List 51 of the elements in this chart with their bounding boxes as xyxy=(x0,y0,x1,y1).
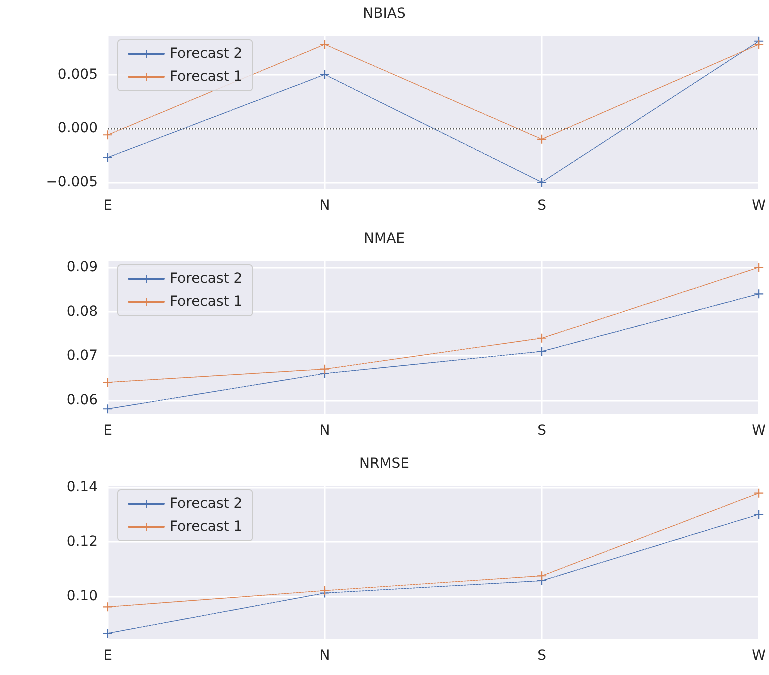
point xyxy=(538,347,547,356)
legend-label: Forecast 2 xyxy=(170,496,243,512)
y-tick-label: 0.005 xyxy=(58,66,98,83)
legend-label: Forecast 2 xyxy=(170,271,243,287)
y-tick-label: 0.06 xyxy=(66,392,98,408)
x-tick-label: S xyxy=(538,648,547,664)
point xyxy=(320,70,330,80)
point xyxy=(320,364,330,374)
point xyxy=(104,404,112,414)
y-tick-label: 0.12 xyxy=(66,534,98,550)
chart-title: NBIAS xyxy=(363,6,406,22)
point xyxy=(754,290,764,299)
point xyxy=(754,40,764,50)
point xyxy=(104,153,112,162)
point xyxy=(538,134,547,144)
x-tick-label: E xyxy=(104,198,112,214)
point xyxy=(754,263,764,272)
chart-title: NRMSE xyxy=(359,456,410,472)
point xyxy=(320,40,330,50)
x-tick-label: N xyxy=(320,423,330,439)
legend-label: Forecast 2 xyxy=(170,46,243,62)
x-tick-label: E xyxy=(104,423,112,439)
y-tick-label: 0.10 xyxy=(66,588,98,604)
x-tick-label: N xyxy=(320,648,330,664)
legend-label: Forecast 1 xyxy=(170,519,243,535)
x-tick-label: S xyxy=(538,423,547,439)
y-tick-label: 0.07 xyxy=(66,348,98,364)
y-tick-label: 0.000 xyxy=(58,120,98,137)
x-tick-label: W xyxy=(752,648,766,664)
x-tick-label: E xyxy=(104,648,112,664)
point xyxy=(538,572,547,581)
point xyxy=(320,586,330,596)
point xyxy=(104,602,112,612)
x-tick-label: S xyxy=(538,198,547,214)
y-tick-label: −0.005 xyxy=(46,174,98,191)
chart-title: NMAE xyxy=(364,231,405,247)
y-tick-label: 0.14 xyxy=(66,479,98,496)
legend-label: Forecast 1 xyxy=(170,294,243,310)
point xyxy=(754,488,764,498)
x-tick-label: W xyxy=(752,198,766,214)
y-tick-label: 0.08 xyxy=(66,304,98,320)
y-tick-label: 0.09 xyxy=(66,260,98,276)
point xyxy=(104,378,112,388)
legend-label: Forecast 1 xyxy=(170,69,243,85)
x-tick-label: N xyxy=(320,198,330,214)
point xyxy=(104,629,112,638)
x-tick-label: W xyxy=(752,423,766,439)
point xyxy=(754,510,764,520)
point xyxy=(104,130,112,140)
point xyxy=(538,178,547,188)
point xyxy=(538,334,547,343)
